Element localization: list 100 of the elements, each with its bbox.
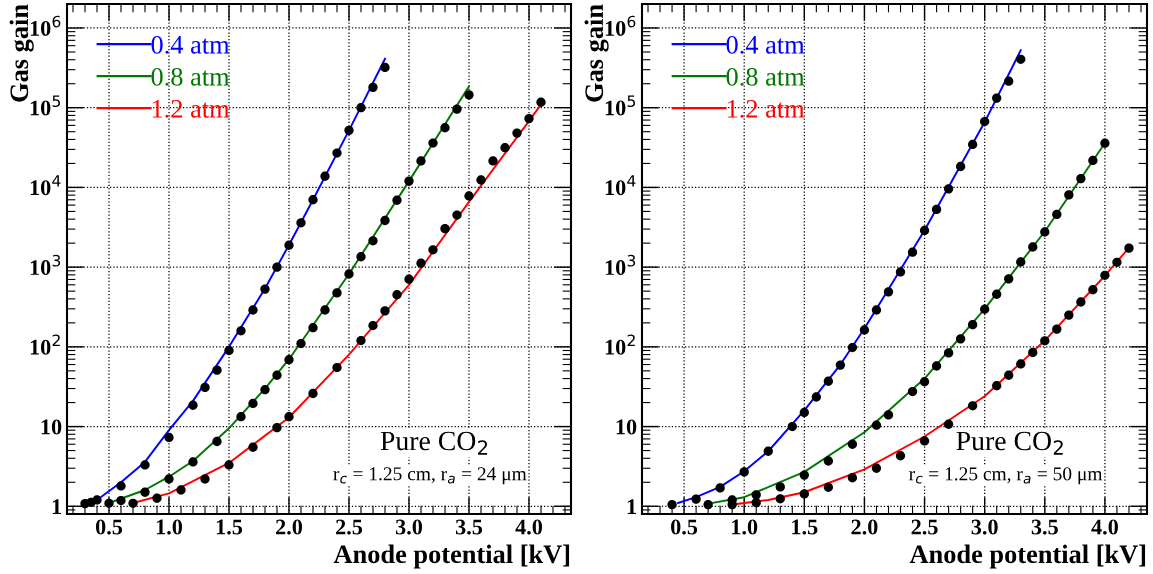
point xyxy=(1040,227,1050,237)
point xyxy=(248,398,258,409)
point xyxy=(931,204,942,215)
point xyxy=(284,355,294,365)
point xyxy=(667,499,677,510)
point xyxy=(308,388,318,399)
y-tick-label: 10$^{4}$ xyxy=(605,175,636,196)
point xyxy=(763,446,773,456)
y-tick-label: 10$^{3}$ xyxy=(30,254,61,276)
point xyxy=(835,360,846,370)
x-tick-label: 2.5 xyxy=(336,519,363,535)
point xyxy=(464,90,474,100)
point xyxy=(968,401,978,411)
point xyxy=(931,361,942,371)
point xyxy=(188,400,198,410)
point xyxy=(368,236,378,246)
point xyxy=(775,494,785,504)
point xyxy=(919,377,930,387)
x-tick-label: 1.0 xyxy=(156,519,183,535)
point xyxy=(919,436,930,446)
point xyxy=(1064,190,1074,200)
point xyxy=(212,436,222,447)
y-tick-label: 10$^{5}$ xyxy=(605,95,635,116)
point xyxy=(823,376,834,386)
point xyxy=(1064,310,1074,320)
point xyxy=(512,128,522,138)
point xyxy=(452,104,462,114)
y-tick-label: 10 xyxy=(41,419,62,435)
x-tick-label: 1.5 xyxy=(792,519,818,535)
point xyxy=(440,123,450,133)
point xyxy=(140,487,150,497)
legend-label: 0.8 atm xyxy=(151,67,230,86)
point xyxy=(1124,243,1134,253)
annotation: r$_{c}$ = 1.25 cm, r$_{a}$ = 24 μm xyxy=(333,467,527,485)
point xyxy=(260,385,270,395)
point xyxy=(296,218,306,228)
x-tick-label: 4.0 xyxy=(1091,519,1118,535)
point xyxy=(1040,336,1050,346)
point xyxy=(272,422,282,433)
point xyxy=(1028,347,1038,358)
point xyxy=(272,262,282,272)
point xyxy=(895,267,906,277)
point xyxy=(200,474,210,484)
point xyxy=(128,498,138,508)
point xyxy=(703,499,713,510)
point xyxy=(799,470,809,480)
point xyxy=(476,175,486,185)
point xyxy=(332,148,342,158)
x-tick-label: 0.5 xyxy=(671,519,698,535)
point xyxy=(847,473,858,483)
point xyxy=(308,323,318,333)
point xyxy=(416,258,426,268)
point xyxy=(980,116,990,127)
x-axis-title: Anode potential [kV] xyxy=(333,544,570,569)
point xyxy=(943,419,954,429)
point xyxy=(775,482,785,492)
y-tick-label: 10$^{2}$ xyxy=(30,334,60,355)
y-tick-label: 10$^{5}$ xyxy=(30,95,60,116)
point xyxy=(116,495,126,506)
point xyxy=(188,457,198,467)
point xyxy=(536,97,546,107)
y-tick-label: 10$^{2}$ xyxy=(605,334,635,355)
point xyxy=(847,439,858,449)
point xyxy=(955,161,966,172)
point xyxy=(1076,173,1086,184)
point xyxy=(823,482,834,492)
point xyxy=(1028,242,1038,252)
point xyxy=(428,138,438,148)
legend-label: 0.4 atm xyxy=(151,35,230,54)
x-tick-label: 4.0 xyxy=(515,519,543,535)
point xyxy=(104,498,114,508)
point xyxy=(1100,138,1110,148)
point xyxy=(320,305,330,315)
point xyxy=(236,412,246,422)
annotation: r$_{c}$ = 1.25 cm, r$_{a}$ = 50 μm xyxy=(909,467,1103,485)
point xyxy=(140,460,150,470)
point xyxy=(1016,257,1026,267)
x-tick-label: 0.5 xyxy=(95,519,123,535)
y-tick-label: 10$^{4}$ xyxy=(30,175,61,196)
annotation: Pure CO$_{2}$ xyxy=(380,431,488,455)
point xyxy=(284,240,294,250)
point xyxy=(968,319,978,330)
point xyxy=(895,451,906,461)
x-tick-label: 2.5 xyxy=(911,519,938,535)
y-tick-label: 1 xyxy=(52,499,61,514)
point xyxy=(1004,76,1014,86)
point xyxy=(823,456,834,466)
x-axis-title: Anode potential [kV] xyxy=(909,544,1146,569)
point xyxy=(284,412,294,422)
point xyxy=(344,125,354,136)
point xyxy=(943,184,954,194)
point xyxy=(1004,370,1014,380)
point xyxy=(1112,257,1122,267)
point xyxy=(404,176,414,186)
x-tick-label: 3.5 xyxy=(455,519,483,535)
legend-label: 1.2 atm xyxy=(152,99,230,118)
point xyxy=(871,305,882,315)
point xyxy=(980,304,990,314)
point xyxy=(871,463,882,473)
point xyxy=(236,326,246,336)
